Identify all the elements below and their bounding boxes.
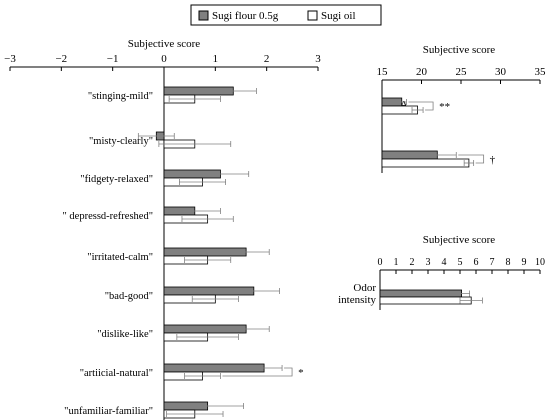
chart2-significance: ** † — [408, 101, 496, 166]
bar-sugi-oil-ea — [381, 158, 470, 168]
legend: Sugi flour 0.5g Sugi oil — [190, 4, 382, 26]
category-label-stinging-mild: "stinging-mild" — [88, 91, 153, 102]
bar-sugi-oil-odor-intensity — [379, 296, 472, 305]
chart3-bars — [379, 289, 483, 305]
legend-swatch-oil — [307, 10, 318, 21]
legend-label-flour: Sugi flour 0.5g — [212, 10, 279, 22]
category-label-dislike-like: "dislike-like" — [97, 329, 153, 340]
category-label-misty-clearly: "misty-clearly" — [89, 136, 153, 147]
c1-tick-label: 2 — [264, 53, 270, 65]
c1-tick-label: 0 — [161, 53, 167, 65]
category-label-fidgety-relaxed: "fidgety-relaxed" — [80, 174, 153, 185]
c1-tick-label: −3 — [4, 53, 16, 65]
odor-intensity-chart: Subjective score 0 1 2 3 4 5 6 7 8 9 10 Odorintens… — [338, 234, 545, 310]
subjective-score-chart: Subjective score −3 −2 −1 0 1 2 3 "stinging-mi… — [4, 38, 321, 420]
category-label-irritated-calm: "irritated-calm" — [87, 252, 153, 263]
category-label-artiicial-natural: "artiicial-natural" — [80, 368, 153, 379]
significance-bracket-ta — [408, 101, 434, 111]
category-label-odor-intensity: intensity — [338, 294, 376, 306]
c2-tick-label: 15 — [377, 66, 389, 78]
chart1-category-labels: "stinging-mild" "misty-clearly" "fidgety-r… — [63, 91, 154, 417]
significance-bracket-artiicial-natural — [222, 367, 293, 377]
c3-tick-label: 10 — [535, 257, 545, 268]
chart3-title: Subjective score — [423, 234, 496, 246]
chart2-tick-labels: 15 20 25 30 35 — [377, 66, 547, 78]
c2-tick-label: 30 — [495, 66, 507, 78]
c3-tick-label: 0 — [378, 257, 383, 268]
significance-marker-artiicial-natural: * — [298, 367, 304, 379]
chart2-bars — [381, 97, 475, 168]
c3-tick-label: 6 — [474, 257, 479, 268]
category-label-bad-good: "bad-good" — [105, 291, 153, 302]
c3-tick-label: 9 — [522, 257, 527, 268]
chart1-title: Subjective score — [128, 38, 201, 50]
chart1-significance: * — [222, 367, 304, 379]
legend-box — [190, 4, 382, 26]
chart3-tick-labels: 0 1 2 3 4 5 6 7 8 9 10 — [378, 257, 546, 268]
legend-label-oil: Sugi oil — [321, 10, 356, 22]
c2-tick-label: 25 — [456, 66, 468, 78]
category-label-depressd-refreshed: " depressd-refreshed" — [63, 211, 154, 222]
c3-tick-label: 7 — [490, 257, 495, 268]
chart1-bars — [137, 86, 283, 419]
c1-tick-label: −1 — [107, 53, 119, 65]
significance-bracket-ea — [458, 154, 485, 164]
c2-tick-label: 35 — [535, 66, 547, 78]
c3-tick-label: 4 — [442, 257, 447, 268]
legend-swatch-flour — [198, 10, 209, 21]
c1-tick-label: 1 — [213, 53, 219, 65]
significance-marker-ta: ** — [439, 101, 450, 113]
c3-tick-label: 1 — [394, 257, 399, 268]
c3-tick-label: 2 — [410, 257, 415, 268]
category-label-unfamiliar-familiar: "unfamiliar-familiar" — [64, 406, 153, 417]
bar-sugi-flour-0-5g-odor-intensity — [379, 289, 462, 298]
c3-tick-label: 5 — [458, 257, 463, 268]
c3-tick-label: 8 — [506, 257, 511, 268]
c1-tick-label: −2 — [55, 53, 67, 65]
c3-tick-label: 3 — [426, 257, 431, 268]
category-label-odor-intensity: Odor — [353, 282, 376, 294]
significance-marker-ea: † — [490, 154, 496, 166]
chart2-title: Subjective score — [423, 44, 496, 56]
c2-tick-label: 20 — [416, 66, 428, 78]
chart1-tick-labels: −3 −2 −1 0 1 2 3 — [4, 53, 321, 65]
c1-tick-label: 3 — [315, 53, 321, 65]
